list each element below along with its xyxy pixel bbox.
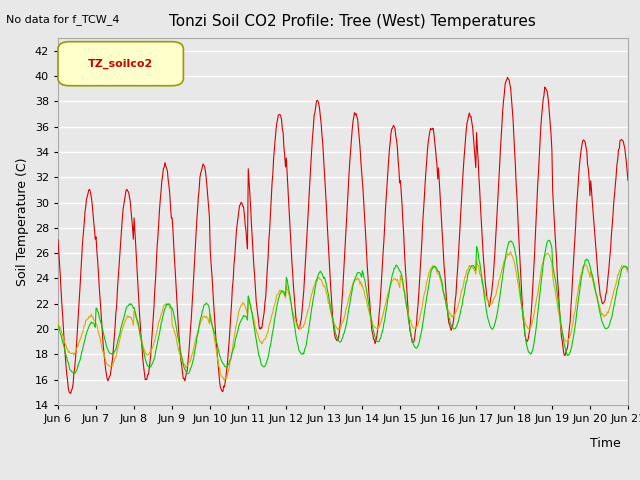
-2cm <box>430 129 438 135</box>
FancyBboxPatch shape <box>58 42 184 86</box>
-8cm <box>65 360 72 365</box>
-2cm <box>124 188 132 194</box>
-8cm <box>430 264 438 270</box>
-8cm <box>181 367 189 372</box>
-8cm <box>212 336 220 342</box>
Text: TZ_soilco2: TZ_soilco2 <box>88 59 154 69</box>
Text: Tonzi Soil CO2 Profile: Tree (West) Temperatures: Tonzi Soil CO2 Profile: Tree (West) Temp… <box>168 14 536 29</box>
-2cm <box>624 178 632 183</box>
-8cm <box>624 267 632 273</box>
-4cm <box>181 361 189 367</box>
-2cm <box>54 237 62 243</box>
Text: No data for f_TCW_4: No data for f_TCW_4 <box>6 14 120 25</box>
-2cm <box>67 391 74 396</box>
-4cm <box>413 323 421 329</box>
-4cm <box>211 340 219 346</box>
Line: -2cm: -2cm <box>58 77 628 394</box>
-2cm <box>413 312 421 318</box>
-4cm <box>507 249 515 254</box>
-4cm <box>430 264 438 270</box>
-4cm <box>123 315 131 321</box>
-4cm <box>221 377 228 383</box>
-8cm <box>54 323 62 329</box>
-8cm <box>545 238 552 243</box>
-2cm <box>212 334 220 340</box>
-8cm <box>123 303 131 309</box>
-2cm <box>504 74 511 80</box>
Line: -8cm: -8cm <box>58 240 628 374</box>
Y-axis label: Soil Temperature (C): Soil Temperature (C) <box>16 157 29 286</box>
-4cm <box>54 319 62 324</box>
-8cm <box>184 371 191 377</box>
-2cm <box>182 374 189 380</box>
-8cm <box>413 345 421 350</box>
-4cm <box>624 270 632 276</box>
-4cm <box>65 349 72 355</box>
Text: Time: Time <box>590 437 621 450</box>
-2cm <box>65 385 72 391</box>
Line: -4cm: -4cm <box>58 252 628 380</box>
